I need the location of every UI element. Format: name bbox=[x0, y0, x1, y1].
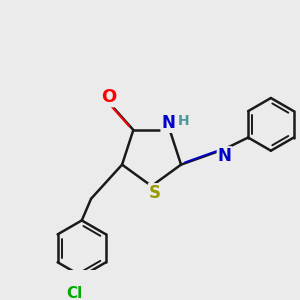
Text: H: H bbox=[178, 114, 190, 128]
Text: N: N bbox=[161, 114, 175, 132]
Text: Cl: Cl bbox=[66, 286, 82, 300]
Text: S: S bbox=[148, 184, 160, 202]
Text: N: N bbox=[218, 147, 231, 165]
Text: O: O bbox=[101, 88, 116, 106]
